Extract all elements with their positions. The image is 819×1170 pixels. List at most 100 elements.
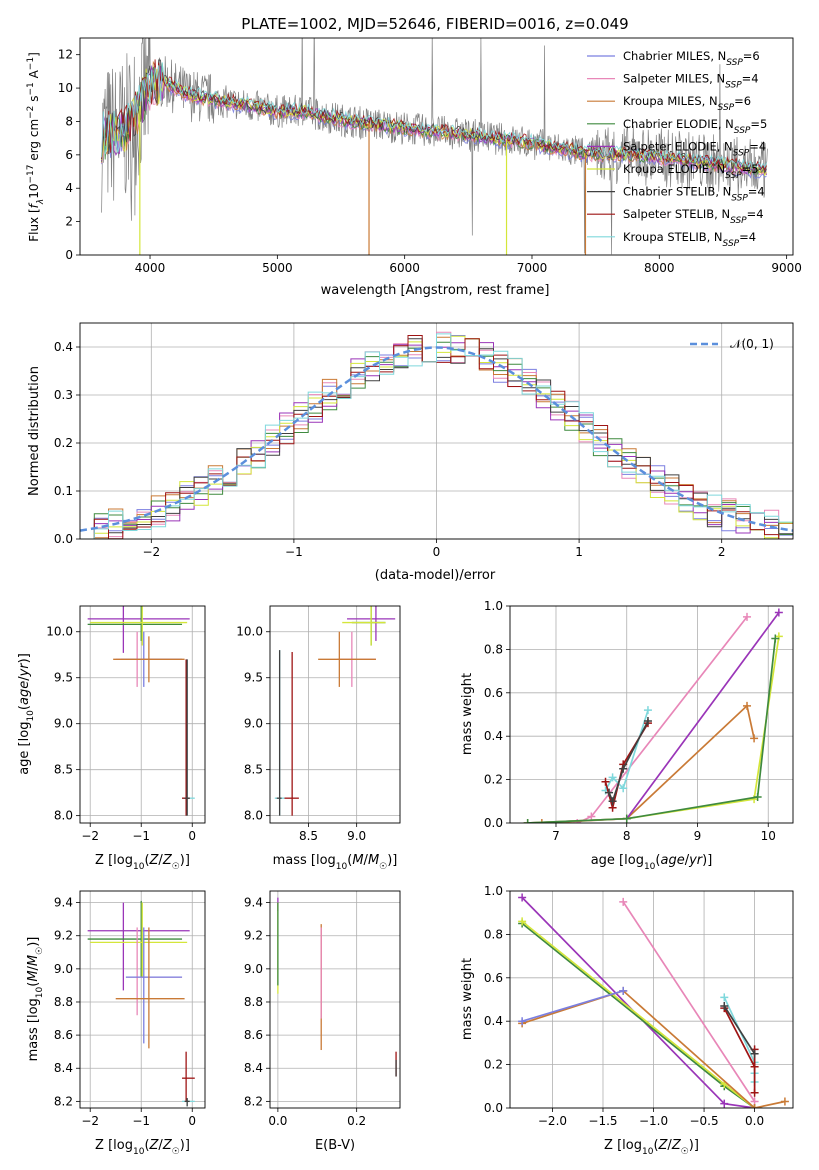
y-axis-label: age [log10(age/yr)]	[17, 653, 36, 775]
tick-label-y: 9.4	[54, 896, 73, 910]
weight-marker	[780, 1097, 789, 1106]
weight-marker	[537, 819, 546, 823]
panel-age_vs_Z: −2 −1 0 8.0 8.5 9.0 9.5 10.0 Z [log10(Z/Z☉)] age …	[17, 605, 206, 872]
y-axis-label: Normed distribution	[27, 366, 42, 496]
tick-label-y: 8.5	[244, 763, 263, 777]
weight-marker	[774, 608, 783, 617]
legend-label: Chabrier MILES, NSSP=6	[623, 49, 760, 68]
tick-label-y: 0.0	[484, 816, 503, 830]
tick-label-y: 0.6	[484, 686, 503, 700]
legend: 𝒩(0, 1)	[690, 337, 774, 351]
legend-label: Kroupa MILES, NSSP=6	[623, 94, 751, 113]
tick-label-y: 10	[58, 81, 73, 95]
tick-label-y: 0.3	[54, 388, 73, 402]
plot-area	[87, 900, 195, 1107]
legend-label: Salpeter ELODIE, NSSP=4	[623, 139, 766, 158]
panel-weight_vs_Z: −2.0 −1.5 −1.0 −0.5 0.0 0.0 0.2 0.4 0.6 0.8 1.0 Z […	[460, 884, 794, 1157]
tick-label-x: 5000	[262, 261, 293, 275]
weight-line	[723, 996, 756, 1082]
plot-area	[87, 606, 195, 816]
tick-label-y: 9.4	[244, 896, 263, 910]
tick-label-y: 0.0	[484, 1101, 503, 1115]
tick-label-x: 0.0	[268, 1114, 287, 1128]
panels: 4000 5000 6000 7000 8000 9000024681012wavelen…	[17, 37, 802, 1157]
tick-label-x: −1	[285, 545, 303, 559]
tick-label-x: −0.5	[689, 1114, 718, 1128]
weight-line	[527, 638, 777, 823]
tick-label-x: −2	[81, 1114, 99, 1128]
x-axis-label: Z [log10(Z/Z☉)]	[95, 1138, 190, 1157]
tick-label-y: 8.8	[54, 995, 73, 1009]
tick-label-x: 7	[552, 829, 560, 843]
tick-label-x: 7000	[517, 261, 548, 275]
weight-marker	[771, 634, 780, 643]
weight-marker	[750, 1104, 759, 1108]
weight-marker	[518, 893, 527, 902]
tick-label-x: 8000	[644, 261, 675, 275]
model-spectrum	[101, 62, 767, 170]
tick-label-y: 8.0	[244, 809, 263, 823]
tick-label-y: 1.0	[484, 884, 503, 898]
tick-label-y: 8.6	[54, 1028, 73, 1042]
legend-label: 𝒩(0, 1)	[730, 337, 774, 351]
weight-marker	[750, 1049, 759, 1058]
tick-label-x: 10	[761, 829, 776, 843]
tick-label-y: 9.0	[244, 717, 263, 731]
panel-residuals: −2 −1 0 1 2 0.0 0.1 0.2 0.3 0.4 (data-model)/error…	[27, 322, 794, 583]
weight-marker	[619, 784, 628, 793]
weight-marker	[608, 773, 617, 782]
legend-label: Salpeter MILES, NSSP=4	[623, 72, 759, 91]
tick-label-y: 8.5	[54, 763, 73, 777]
tick-label-y: 8.2	[54, 1094, 73, 1108]
weight-marker	[750, 1088, 759, 1097]
weight-marker	[753, 792, 762, 801]
axes-frame	[79, 322, 794, 540]
panel-spectrum: 4000 5000 6000 7000 8000 9000 0 2 4 6 8 10 12 wavelen…	[26, 37, 802, 298]
weight-marker	[518, 1017, 527, 1026]
weight-marker	[750, 734, 759, 743]
tick-label-y: 1.0	[484, 599, 503, 613]
legend-label: Chabrier STELIB, NSSP=4	[623, 185, 765, 204]
panel-age_vs_mass: 8.5 9.0 8.0 8.5 9.0 9.5 10.0 mass [log10(M/M☉)]	[236, 605, 401, 872]
tick-label-y: 0.2	[484, 1058, 503, 1072]
tick-label-x: 9000	[771, 261, 802, 275]
tick-label-y: 10.0	[46, 625, 73, 639]
tick-label-x: 2	[718, 545, 726, 559]
panel-weight_vs_age: 7 8 9 10 0.0 0.2 0.4 0.6 0.8 1.0 age [log10(age/yr…	[460, 599, 794, 872]
tick-label-y: 0.4	[484, 729, 503, 743]
tick-label-x: 9	[694, 829, 702, 843]
tick-label-y: 0.4	[54, 340, 73, 354]
figure-title: PLATE=1002, MJD=52646, FIBERID=0016, z=0…	[241, 15, 628, 33]
tick-label-y: 8.2	[244, 1094, 263, 1108]
x-axis-label: (data-model)/error	[375, 568, 496, 583]
weight-line	[521, 920, 756, 1108]
panel-mass_vs_Z: −2 −1 0 8.2 8.4 8.6 8.8 9.0 9.2 9.4 Z [log10(Z/Z☉)…	[26, 890, 206, 1157]
tick-label-x: 0	[433, 545, 441, 559]
tick-label-x: −1	[132, 1114, 150, 1128]
tick-label-y: 0.2	[54, 436, 73, 450]
tick-label-y: 12	[58, 48, 73, 62]
y-axis-label: Flux [fλ10−17 erg cm−2 s−1 A−1]	[26, 52, 46, 242]
weight-marker	[720, 1002, 729, 1011]
tick-label-y: 8.8	[244, 995, 263, 1009]
tick-label-x: −2	[81, 829, 99, 843]
tick-label-x: 0	[188, 829, 196, 843]
tick-label-x: 1	[575, 545, 583, 559]
tick-label-y: 4	[65, 181, 73, 195]
y-axis-label: mass [log10(M/M☉)]	[26, 937, 45, 1062]
weight-line	[576, 616, 748, 823]
tick-label-y: 9.0	[54, 962, 73, 976]
axes-frame	[509, 890, 794, 1109]
tick-label-y: 9.5	[54, 671, 73, 685]
tick-label-y: 8.6	[244, 1028, 263, 1042]
weight-line	[527, 611, 780, 823]
tick-label-x: 8.5	[299, 829, 318, 843]
weight-marker	[643, 717, 652, 726]
axes-frame	[509, 605, 794, 824]
x-axis-label: age [log10(age/yr)]	[591, 853, 713, 872]
weight-marker	[743, 701, 752, 710]
tick-label-y: 0.2	[484, 773, 503, 787]
weight-marker	[743, 612, 752, 621]
axes-frame	[79, 37, 794, 256]
plot-area	[274, 606, 396, 816]
